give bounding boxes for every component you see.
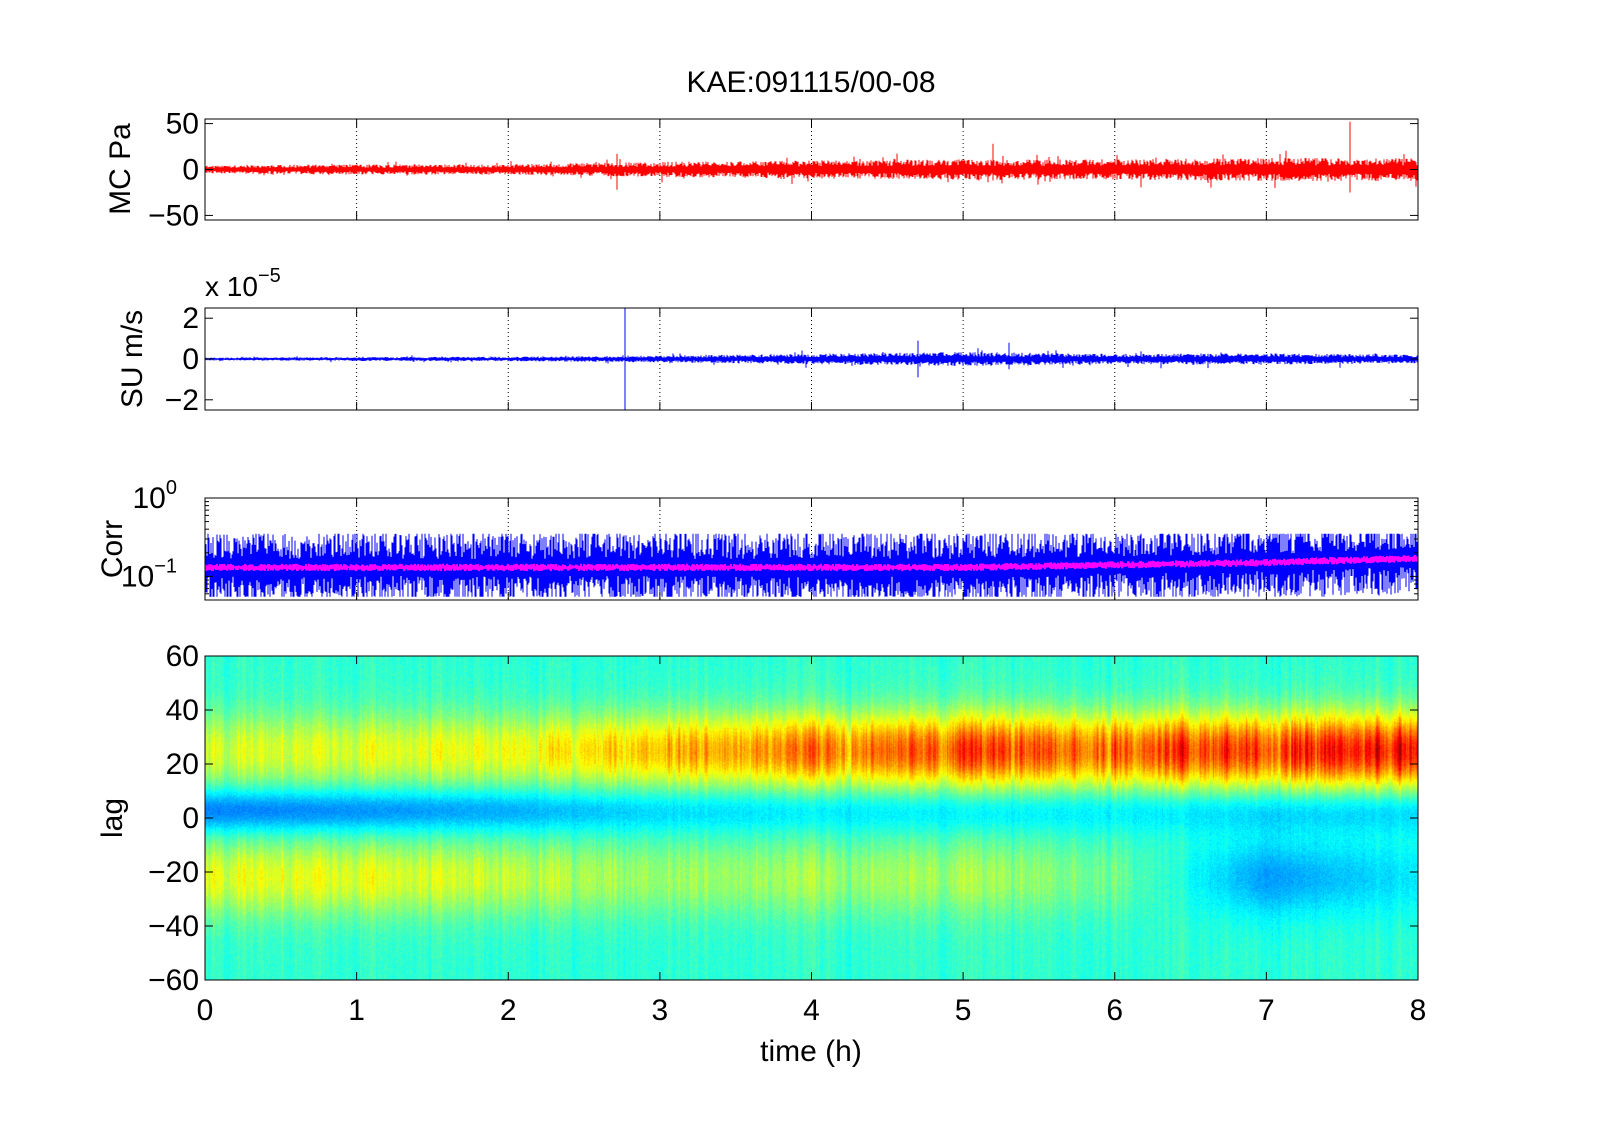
scale-exponent-label-su: x 10−5 xyxy=(205,265,281,302)
y-tick-label-exp: 0 xyxy=(166,477,177,499)
grid-su xyxy=(356,308,1267,410)
x-ticks-mc xyxy=(204,119,1419,220)
x-tick-label: 6 xyxy=(1106,994,1123,1027)
trace-su xyxy=(205,308,1418,410)
y-axis-label-corr: Corr xyxy=(96,520,129,578)
y-tick-label-corr: 100 xyxy=(133,477,178,515)
series-corr xyxy=(205,533,1418,597)
y-tick-label-mc: 50 xyxy=(166,108,199,141)
y-ticks-mc: 50 0 −50 xyxy=(148,108,1418,232)
series-mc xyxy=(205,121,1418,193)
y-tick-label-base: 10 xyxy=(133,482,166,515)
x-tick-label: 7 xyxy=(1258,994,1275,1027)
panel-mc: 50 0 −50 MC Pa xyxy=(104,108,1419,232)
y-tick-label-lag: −20 xyxy=(148,856,199,889)
scale-exponent-power: −5 xyxy=(258,265,281,287)
x-tick-label: 1 xyxy=(348,994,365,1027)
x-tick-label: 4 xyxy=(803,994,820,1027)
y-tick-label-lag: 0 xyxy=(182,802,199,835)
chart-title: KAE:091115/00-08 xyxy=(686,66,935,99)
grid-mc xyxy=(356,119,1267,220)
y-tick-label-su: −2 xyxy=(165,384,199,417)
x-tick-labels: 0 1 2 3 4 5 6 7 8 xyxy=(197,994,1427,1027)
x-axis-label: time (h) xyxy=(760,1035,862,1068)
x-tick-label: 0 xyxy=(197,994,214,1027)
trace-corr-magenta xyxy=(205,555,1418,572)
y-tick-label-su: 0 xyxy=(182,343,199,376)
lag-heatmap xyxy=(205,656,1418,980)
trace-mc xyxy=(205,121,1418,193)
x-tick-label: 8 xyxy=(1410,994,1427,1027)
y-tick-label-su: 2 xyxy=(182,302,199,335)
scale-exponent-base: x 10 xyxy=(205,271,258,302)
panel-lag: 60 40 20 0 −20 −40 −60 0 1 2 3 4 5 6 7 8 lag time (h) xyxy=(96,640,1426,1068)
y-tick-label-mc: 0 xyxy=(182,154,199,187)
y-tick-label-base: 10 xyxy=(121,560,154,593)
y-tick-label-lag: 40 xyxy=(166,694,199,727)
series-su xyxy=(205,308,1418,410)
panel-su: 2 0 −2 SU m/s x 10−5 xyxy=(116,265,1419,417)
y-ticks-lag: 60 40 20 0 −20 −40 −60 xyxy=(148,640,1418,997)
y-tick-label-mc: −50 xyxy=(148,199,199,232)
y-tick-label-lag: −60 xyxy=(148,964,199,997)
x-tick-label: 3 xyxy=(652,994,669,1027)
x-tick-label: 5 xyxy=(955,994,972,1027)
x-tick-label: 2 xyxy=(500,994,517,1027)
y-tick-label-corr: 10−1 xyxy=(121,555,177,593)
y-tick-label-lag: −40 xyxy=(148,910,199,943)
y-axis-label-su: SU m/s xyxy=(116,310,149,408)
y-axis-label-lag: lag xyxy=(96,798,129,838)
y-tick-label-exp: −1 xyxy=(154,555,177,577)
y-tick-label-lag: 60 xyxy=(166,640,199,673)
y-tick-label-lag: 20 xyxy=(166,748,199,781)
y-ticks-su: 2 0 −2 xyxy=(165,302,1418,417)
x-ticks-lag xyxy=(204,656,1419,980)
x-ticks-su xyxy=(204,308,1419,410)
y-axis-label-mc: MC Pa xyxy=(104,123,137,215)
